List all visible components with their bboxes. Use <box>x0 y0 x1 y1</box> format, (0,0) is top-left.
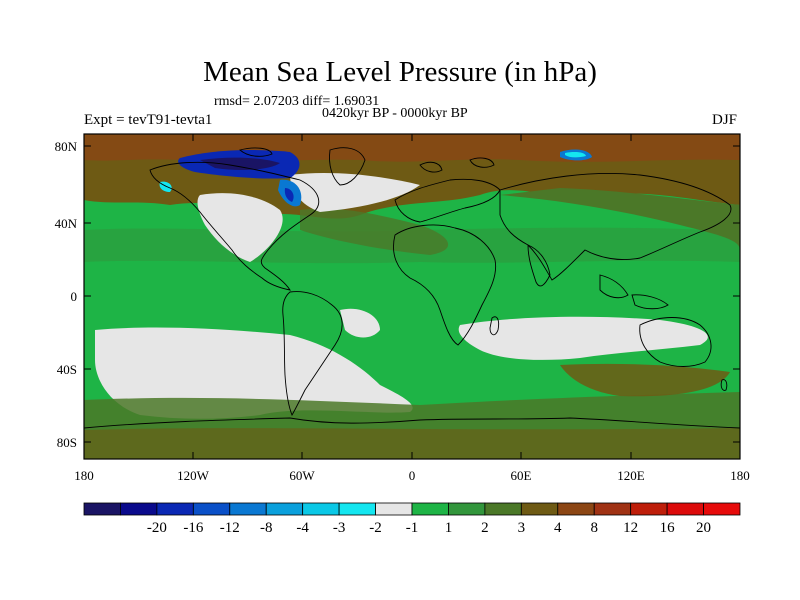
field-white-namerica <box>197 193 283 262</box>
colorbar-label: 2 <box>481 520 489 536</box>
colorbar-label: -12 <box>219 520 240 536</box>
season-label: DJF <box>712 112 738 128</box>
field-darkblue-canada <box>200 157 280 171</box>
field-darkblue-hudson <box>284 188 294 202</box>
x-tick-label: 120W <box>177 468 209 483</box>
y-tick-label: 0 <box>70 289 78 304</box>
stats-text: rmsd= 2.07203 diff= 1.69031 <box>214 94 380 109</box>
colorbar-label: 20 <box>696 520 712 536</box>
colorbar-swatch <box>557 502 595 516</box>
experiment-label: Expt = tevT91-tevta1 <box>84 112 213 128</box>
chart-title: Mean Sea Level Pressure (in hPa) <box>203 56 597 88</box>
coastlines <box>84 147 740 429</box>
field-antarctic <box>84 428 740 459</box>
colorbar-label: -4 <box>296 520 309 536</box>
colorbar-label: -20 <box>146 520 167 536</box>
colorbar-label: 8 <box>590 520 598 536</box>
colorbar-swatch <box>411 502 449 516</box>
period-text: 0420kyr BP - 0000kyr BP <box>322 106 468 121</box>
colorbar-swatch <box>83 502 121 516</box>
field-cyan-siberia <box>565 152 586 158</box>
colorbar-label: -16 <box>183 520 204 536</box>
colorbar-label: -8 <box>259 520 273 536</box>
colorbar <box>83 502 741 516</box>
colorbar-swatch <box>229 502 267 516</box>
colorbar-swatch <box>302 502 340 516</box>
field-white-southatlantic <box>340 308 380 338</box>
colorbar-swatch <box>666 502 704 516</box>
colorbar-label: -1 <box>405 520 419 536</box>
x-tick-label: 180 <box>74 468 94 483</box>
x-tick-label: 0 <box>408 468 416 483</box>
y-tick-label: 80S <box>56 435 77 450</box>
x-tick-label: 180 <box>730 468 750 483</box>
field-atlantic-olive <box>300 208 449 255</box>
y-tick-label: 80N <box>54 139 77 154</box>
x-tick-marks <box>83 134 741 459</box>
y-tick-label: 40N <box>54 216 77 231</box>
colorbar-label: 1 <box>444 520 453 536</box>
colorbar-swatch <box>375 502 413 516</box>
colorbar-swatch <box>630 502 668 516</box>
colorbar-label: -3 <box>332 520 346 536</box>
colorbar-label: -2 <box>369 520 382 536</box>
colorbar-swatch <box>448 502 486 516</box>
colorbar-swatch <box>484 502 522 516</box>
colorbar-label: 3 <box>517 520 526 536</box>
colorbar-swatch <box>703 502 741 516</box>
colorbar-label: 4 <box>554 520 562 536</box>
x-tick-label: 60E <box>510 468 532 483</box>
map-field <box>84 134 740 459</box>
field-asia <box>500 188 740 250</box>
colorbar-swatch <box>265 502 304 516</box>
field-white-northatlantic <box>290 173 420 212</box>
colorbar-label: 16 <box>659 520 675 536</box>
colorbar-swatch <box>120 502 158 516</box>
field-south-indian-brown <box>560 363 730 397</box>
colorbar-swatch <box>192 502 231 516</box>
colorbar-swatch <box>593 502 632 516</box>
x-tick-label: 120E <box>617 468 645 483</box>
field-white-southpacific <box>95 327 413 419</box>
colorbar-swatch <box>338 502 376 516</box>
colorbar-swatch <box>156 502 194 516</box>
colorbar-swatch <box>520 502 559 516</box>
y-tick-label: 40S <box>56 362 77 377</box>
x-tick-label: 60W <box>289 468 315 483</box>
y-tick-marks <box>84 145 740 443</box>
colorbar-label: 12 <box>623 520 639 536</box>
